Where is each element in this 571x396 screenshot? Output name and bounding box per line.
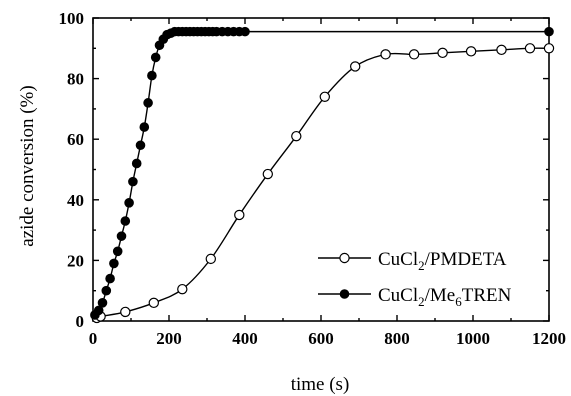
data-point [319,91,330,102]
series-line-1 [96,47,550,319]
legend-marker [339,252,350,264]
data-point [544,26,554,37]
data-point [380,49,391,60]
y-tick-label: 40 [67,191,84,210]
data-point [147,70,157,81]
data-point [139,122,150,132]
data-point [524,43,536,54]
x-tick-label: 800 [384,329,410,348]
y-tick-label: 0 [76,312,85,331]
data-point [112,246,123,257]
data-point [350,61,361,72]
x-tick-label: 200 [156,329,182,348]
x-tick-label: 1200 [532,329,566,348]
data-point [120,216,131,226]
y-tick-label: 80 [67,70,84,89]
data-point [131,158,142,169]
data-point [205,253,216,265]
data-point [291,130,302,142]
legend: CuCl2/PMDETA CuCl2/Me6TREN [318,249,512,309]
x-tick-label: 600 [308,329,334,348]
data-point [143,98,153,108]
y-tick-label: 60 [67,130,84,149]
series-layer [90,26,555,324]
data-point [234,209,245,221]
data-point [135,140,146,151]
y-tick-label: 20 [67,251,84,270]
data-point [124,198,134,208]
data-point [97,298,108,308]
data-point [177,283,188,295]
data-point [105,273,115,284]
data-point [408,49,420,60]
axes: 0 200 400 600 800 1000 1200 0 20 40 60 80 100 [59,9,567,348]
x-tick-label: 400 [232,329,258,348]
y-tick-label: 100 [59,9,85,28]
data-point [120,306,131,318]
y-axis-title: azide conversion (%) [17,85,38,246]
data-point [109,258,119,269]
data-point [128,176,138,187]
data-point [496,44,507,56]
data-point [93,305,104,316]
data-point [543,43,555,54]
data-point [101,285,112,296]
data-point [262,168,273,180]
data-point [148,297,159,309]
x-axis-title: time (s) [291,374,350,395]
data-point [240,26,250,37]
series-line-2 [94,30,549,316]
x-tick-label: 1000 [456,329,490,348]
data-point [437,47,448,59]
legend-label: CuCl2/Me6TREN [378,285,512,309]
legend-label: CuCl2/PMDETA [378,249,507,273]
data-point [465,46,477,57]
legend-marker [339,289,350,299]
plot-frame [92,17,550,322]
data-point [150,52,161,63]
data-point [116,231,127,241]
x-tick-label: 0 [89,329,98,348]
